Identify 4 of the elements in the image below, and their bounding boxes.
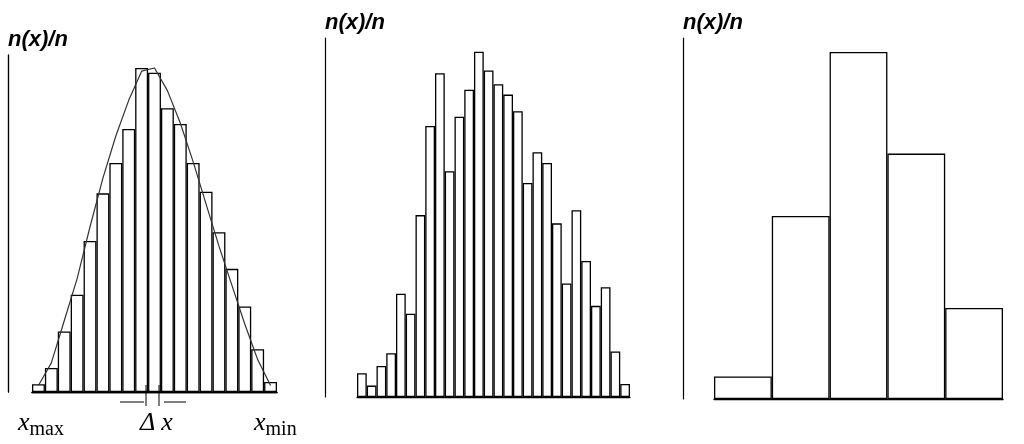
y-axis-title: n(x)/n — [8, 25, 68, 51]
text: Δ x — [139, 406, 174, 436]
y-axis-title: n(x)/n — [325, 8, 385, 34]
y-axis-title: n(x)/n — [683, 8, 743, 34]
